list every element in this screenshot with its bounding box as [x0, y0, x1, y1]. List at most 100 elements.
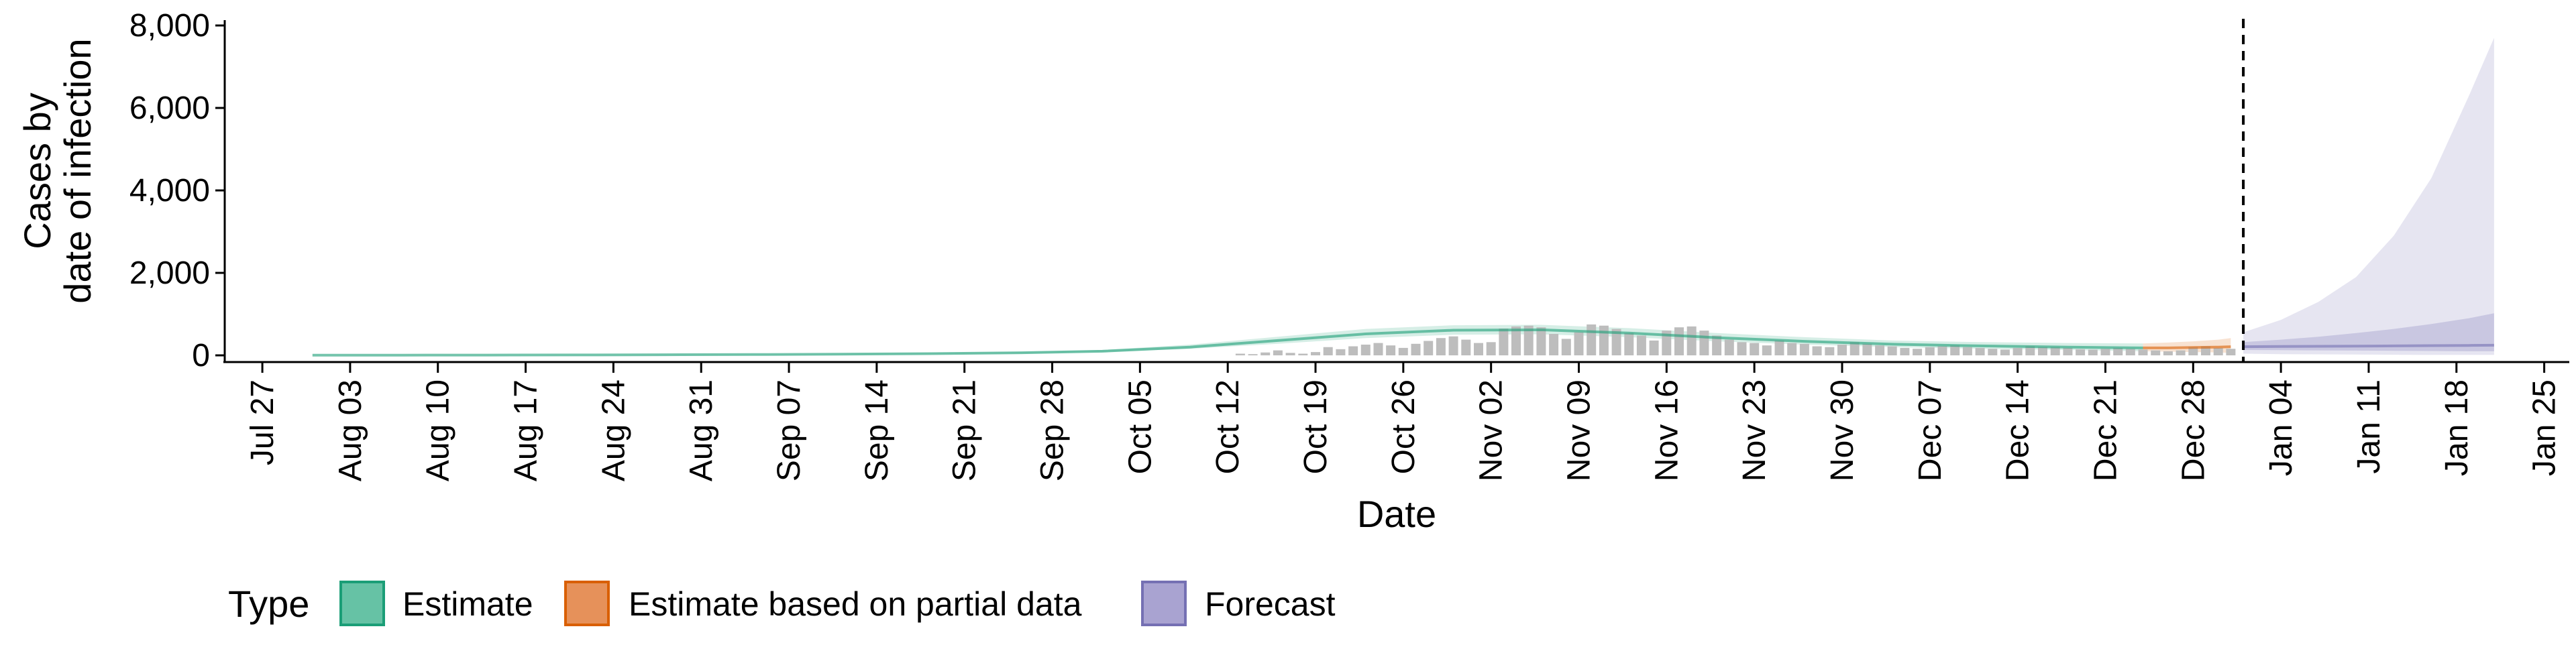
reported-case-bar — [2176, 350, 2186, 355]
reported-case-bar — [2012, 347, 2023, 355]
y-axis-title-line-1: Cases by — [16, 93, 58, 249]
legend-label-estimate: Estimate — [402, 585, 533, 623]
reported-case-bar — [2213, 347, 2223, 355]
forecast-band-90 — [2243, 38, 2494, 355]
x-tick-label: Jul 27 — [245, 379, 280, 465]
x-tick-label: Nov 30 — [1825, 379, 1860, 481]
reported-case-bar — [1398, 347, 1408, 355]
reported-case-bar — [1624, 333, 1634, 355]
estimate-band-90 — [312, 325, 2143, 355]
legend-swatch-partial — [564, 581, 610, 626]
reported-case-bar — [2163, 351, 2173, 355]
reported-case-bar — [1574, 332, 1584, 355]
x-tick-label: Dec 21 — [2088, 379, 2124, 481]
reported-case-bar — [1774, 340, 1784, 355]
reported-case-bar — [2113, 347, 2123, 355]
reported-case-bar — [1649, 340, 1659, 355]
forecast-median-line — [2243, 343, 2494, 349]
axes-layer: 0 2,000 4,000 6,000 8,000 Jul 27 Aug 03 Aug 10 A… — [129, 8, 2569, 481]
legend: Type Estimate Estimate based on partial … — [228, 581, 1336, 626]
reported-case-bar — [2000, 349, 2010, 355]
estimate-median-line — [312, 328, 2143, 357]
x-tick-label: Aug 31 — [684, 379, 719, 481]
reported-case-bar — [1686, 326, 1697, 355]
reported-case-bar — [1360, 345, 1371, 355]
x-tick-label: Aug 03 — [333, 379, 368, 481]
y-axis-title: Cases by date of infection — [16, 38, 99, 303]
legend-label-forecast: Forecast — [1205, 585, 1336, 623]
y-tick-label: 6,000 — [129, 91, 210, 126]
reported-case-bar — [1887, 346, 1897, 355]
reported-case-bar — [2100, 349, 2110, 355]
reported-case-bar — [2226, 349, 2236, 355]
reported-case-bar — [1825, 347, 1835, 355]
reported-case-bar — [1511, 326, 1521, 355]
reported-case-bar — [1849, 342, 1860, 355]
x-tick-label: Oct 12 — [1210, 379, 1246, 474]
reported-case-bar — [1273, 350, 1283, 355]
reported-case-bar — [2063, 347, 2073, 355]
reported-case-bar — [1499, 329, 1509, 355]
x-axis-title: Date — [1357, 493, 1436, 535]
reported-case-bar — [1424, 341, 1434, 355]
reported-case-bar — [1837, 345, 1847, 355]
median-lines-layer — [312, 328, 2494, 357]
reported-case-bar — [2151, 350, 2161, 355]
reported-case-bar — [2076, 349, 2086, 355]
x-tick-label: Jan 25 — [2527, 379, 2563, 476]
reported-case-bar — [1386, 345, 1396, 355]
reported-case-bar — [1486, 342, 1496, 355]
x-tick-label: Nov 09 — [1562, 379, 1597, 481]
reported-case-bar — [1799, 343, 1809, 355]
reported-case-bar — [1549, 334, 1559, 355]
x-tick-label: Sep 14 — [859, 379, 895, 481]
reported-case-bar — [1737, 342, 1747, 355]
y-tick-label: 4,000 — [129, 173, 210, 209]
reported-case-bar — [1988, 349, 1998, 355]
x-tick-label: Sep 21 — [947, 379, 983, 481]
reported-case-bar — [1611, 329, 1621, 355]
legend-swatch-estimate — [339, 581, 385, 626]
reported-case-bar — [1913, 349, 1923, 355]
reported-case-bar — [1787, 343, 1797, 355]
reported-case-bar — [2138, 349, 2148, 355]
reported-case-bar — [1436, 338, 1446, 355]
reported-case-bar — [1373, 343, 1383, 355]
reported-case-bar — [1298, 353, 1308, 355]
x-tick-label: Jan 04 — [2263, 379, 2299, 476]
reported-case-bar — [1523, 325, 1534, 355]
reported-case-bar — [1248, 354, 1258, 355]
reported-case-bar — [1235, 353, 1245, 355]
y-axis-title-line-2: date of infection — [56, 38, 99, 303]
ribbon-layer — [312, 38, 2494, 355]
x-tick-label: Jan 11 — [2351, 379, 2387, 474]
reported-case-bar — [1636, 335, 1646, 355]
reported-case-bar — [1411, 343, 1421, 355]
legend-title: Type — [228, 583, 309, 625]
x-tick-label: Dec 14 — [2000, 379, 2036, 481]
x-tick-label: Dec 07 — [1913, 379, 1948, 481]
reported-case-bar — [1674, 327, 1684, 355]
x-tick-label: Nov 16 — [1649, 379, 1684, 481]
reported-case-bar — [1875, 345, 1885, 355]
reported-case-bar — [1925, 347, 1935, 355]
reported-case-bar — [1937, 346, 1947, 355]
forecast-band-50 — [2243, 313, 2494, 351]
reported-case-bar — [2025, 346, 2035, 355]
reported-case-bar — [1587, 324, 1597, 355]
reported-case-bar — [1762, 345, 1772, 355]
reported-case-bar — [2088, 349, 2098, 355]
reported-case-bar — [1900, 347, 1910, 355]
reported-case-bar — [2188, 347, 2198, 355]
reported-case-bar — [1348, 346, 1358, 355]
x-tick-label: Jan 18 — [2439, 379, 2475, 476]
y-tick-label: 8,000 — [129, 8, 210, 44]
reported-case-bar — [1561, 339, 1571, 355]
reported-case-bar — [1750, 343, 1760, 355]
reported-case-bar — [1536, 327, 1546, 355]
reported-case-bar — [1311, 352, 1320, 355]
legend-swatch-forecast — [1141, 581, 1187, 626]
x-tick-label: Aug 10 — [421, 379, 456, 481]
